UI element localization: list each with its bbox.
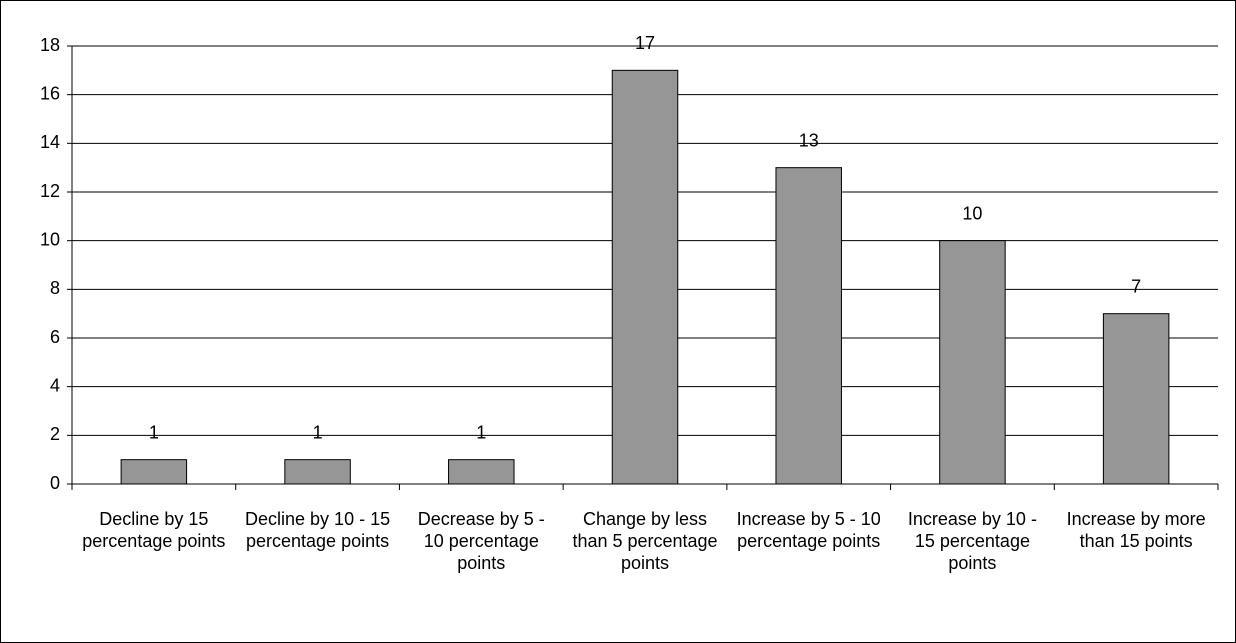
bar [939,240,1006,485]
y-tick-label: 4 [50,375,60,395]
value-label: 13 [799,130,819,150]
value-label: 1 [149,422,159,442]
bar [775,167,842,485]
x-tick-label: Decline by 10 - 15 percentage points [245,509,391,551]
y-tick-label: 14 [40,132,60,152]
value-label: 1 [313,422,323,442]
bar [284,459,351,485]
y-tick-label: 10 [40,229,60,249]
bar [120,459,188,485]
x-tick-label: Increase by 10 - 15 percentage points [907,509,1037,573]
x-tick-label: Decrease by 5 - 10 percentage points [417,509,545,573]
value-label: 1 [476,422,486,442]
x-tick-label: Change by less than 5 percentage points [572,509,718,573]
y-tick-label: 2 [50,424,60,444]
y-tick-label: 16 [40,83,60,103]
y-tick-label: 6 [50,327,60,347]
x-tick-label: Increase by 5 - 10 percentage points [736,509,881,551]
bar [448,459,515,485]
x-tick-label: Increase by more than 15 points [1066,509,1206,551]
y-tick-label: 12 [40,181,60,201]
y-tick-label: 0 [50,473,60,493]
y-tick-label: 18 [40,35,60,55]
value-label: 17 [635,33,655,53]
x-tick-label: Decline by 15 percentage points [82,509,226,551]
y-tick-label: 8 [50,278,60,298]
value-label: 10 [962,203,982,223]
value-label: 7 [1131,276,1141,296]
bar [1102,313,1170,485]
bar [611,69,679,485]
